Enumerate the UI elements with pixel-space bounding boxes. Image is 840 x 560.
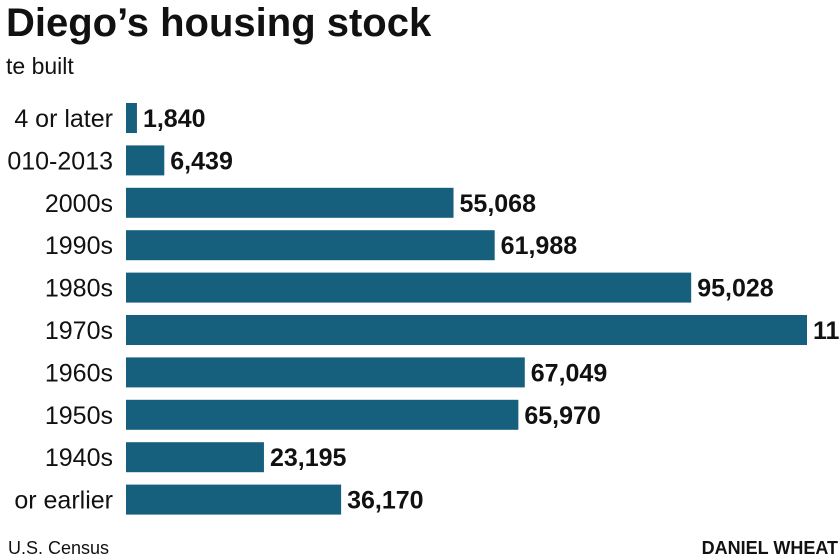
category-label: 1980s — [45, 275, 113, 303]
bar — [126, 442, 264, 473]
value-label: 11 — [813, 317, 840, 345]
value-label: 67,049 — [531, 359, 607, 387]
value-label: 95,028 — [697, 275, 774, 303]
category-label: 1990s — [45, 232, 113, 260]
category-label: 1970s — [45, 317, 113, 345]
bar — [126, 399, 519, 430]
bar — [126, 357, 525, 388]
value-label: 55,068 — [460, 190, 537, 218]
value-label: 36,170 — [347, 487, 423, 515]
chart-subtitle: te built — [6, 53, 74, 79]
bar — [126, 230, 495, 261]
category-label: 2000s — [45, 190, 113, 218]
bar — [126, 484, 342, 515]
category-label: 4 or later — [14, 105, 113, 133]
category-label: or earlier — [14, 487, 113, 515]
value-label: 6,439 — [170, 147, 233, 175]
category-label: 1950s — [45, 402, 113, 430]
bar — [126, 145, 165, 176]
category-label: 1940s — [45, 444, 113, 472]
chart-title: Diego’s housing stock — [6, 1, 432, 45]
bar — [126, 272, 692, 303]
value-label: 61,988 — [501, 232, 578, 260]
credit: DANIEL WHEAT — [702, 538, 838, 558]
value-label: 65,970 — [524, 402, 600, 430]
bar — [126, 187, 454, 218]
source: U.S. Census — [8, 538, 109, 558]
bar — [126, 315, 807, 345]
bar — [126, 103, 137, 133]
category-label: 1960s — [45, 359, 113, 387]
category-label: 010-2013 — [7, 147, 113, 175]
value-label: 23,195 — [270, 444, 347, 472]
value-label: 1,840 — [143, 105, 206, 133]
